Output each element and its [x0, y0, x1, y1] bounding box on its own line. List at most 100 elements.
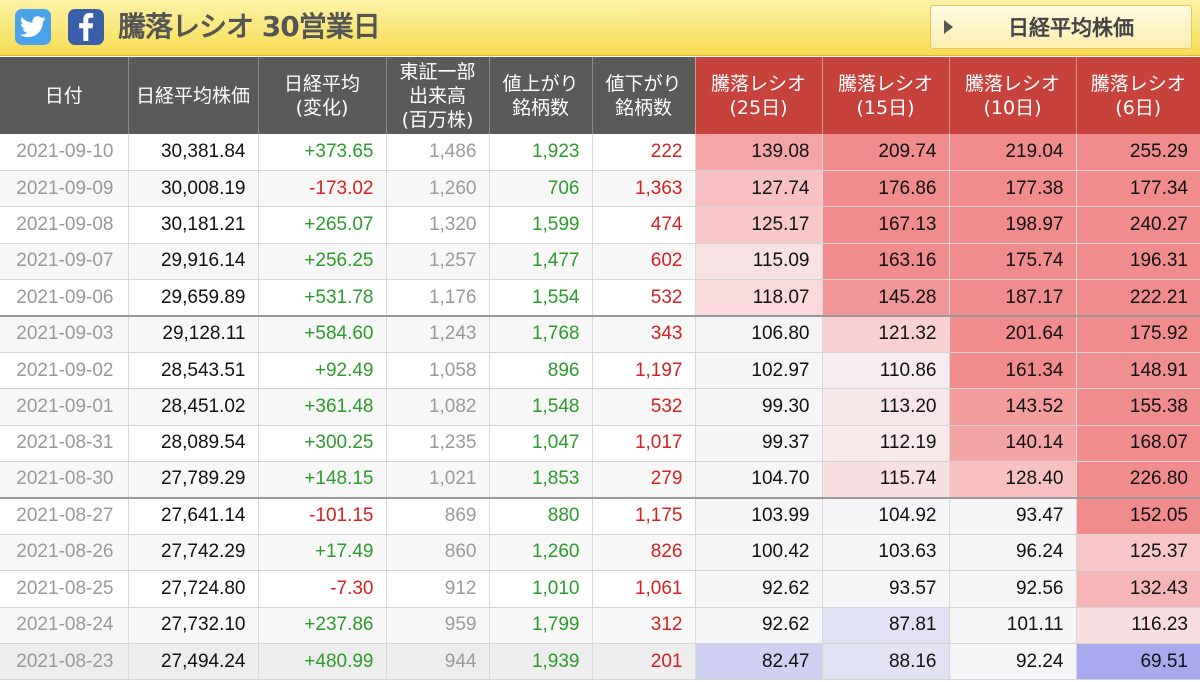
volume-cell: 1,320 [385, 206, 489, 244]
declines-cell: 343 [591, 315, 695, 353]
declines-cell: 1,175 [591, 497, 695, 535]
date-cell: 2021-09-03 [0, 315, 128, 353]
volume-cell: 944 [385, 643, 489, 681]
twitter-share-button[interactable] [15, 9, 51, 45]
nikkei-average-button-label: 日経平均株価 [1008, 16, 1134, 40]
ratio-10-cell: 177.38 [948, 170, 1076, 208]
column-header-ratio-15: 騰落レシオ (15日) [821, 57, 949, 134]
ratio-25-cell: 103.99 [694, 497, 822, 535]
ratio-6-cell: 152.05 [1075, 497, 1200, 535]
ratio-25-cell: 102.97 [694, 352, 822, 390]
volume-cell: 1,058 [385, 352, 489, 390]
change-cell: -173.02 [257, 170, 386, 208]
ratio-10-cell: 92.24 [948, 643, 1076, 681]
ratio-10-cell: 93.47 [948, 497, 1076, 535]
ratio-15-cell: 209.74 [821, 134, 949, 171]
date-cell: 2021-09-10 [0, 134, 128, 171]
change-cell: +237.86 [257, 607, 386, 644]
ratio-10-cell: 161.34 [948, 352, 1076, 390]
table-row: 2021-08-31 28,089.54 +300.25 1,235 1,047 1,01… [0, 425, 1200, 463]
date-cell: 2021-08-25 [0, 570, 128, 608]
ratio-10-cell: 198.97 [948, 206, 1076, 244]
advances-cell: 1,853 [488, 461, 592, 499]
volume-cell: 1,082 [385, 388, 489, 426]
column-header-declines: 値下がり 銘柄数 [591, 57, 695, 134]
ratio-10-cell: 96.24 [948, 534, 1076, 572]
table-row: 2021-09-01 28,451.02 +361.48 1,082 1,548 532 9… [0, 388, 1200, 426]
change-cell: +92.49 [257, 352, 386, 390]
ratio-6-cell: 255.29 [1075, 134, 1200, 171]
advances-cell: 1,768 [488, 315, 592, 353]
date-cell: 2021-09-07 [0, 243, 128, 281]
column-header-date: 日付 [0, 57, 128, 134]
volume-cell: 959 [385, 607, 489, 644]
ratio-25-cell: 99.30 [694, 388, 822, 426]
ratio-15-cell: 93.57 [821, 570, 949, 608]
change-cell: +531.78 [257, 279, 386, 317]
date-cell: 2021-08-23 [0, 643, 128, 681]
table-row: 2021-09-07 29,916.14 +256.25 1,257 1,477 602 1… [0, 243, 1200, 281]
page-title: 騰落レシオ 30営業日 [118, 10, 381, 43]
volume-cell: 1,243 [385, 315, 489, 353]
change-cell: +373.65 [257, 134, 386, 171]
column-header-nikkei: 日経平均株価 [127, 57, 258, 134]
advances-cell: 1,047 [488, 425, 592, 463]
ratio-15-cell: 112.19 [821, 425, 949, 463]
nikkei-cell: 28,089.54 [127, 425, 258, 463]
advances-cell: 1,010 [488, 570, 592, 608]
ratio-25-cell: 99.37 [694, 425, 822, 463]
ratio-6-cell: 240.27 [1075, 206, 1200, 244]
table-row: 2021-08-30 27,789.29 +148.15 1,021 1,853 279 1… [0, 461, 1200, 499]
declines-cell: 602 [591, 243, 695, 281]
ratio-15-cell: 103.63 [821, 534, 949, 572]
table-row: 2021-09-06 29,659.89 +531.78 1,176 1,554 532 1… [0, 279, 1200, 317]
ratio-15-cell: 121.32 [821, 315, 949, 353]
column-header-change: 日経平均 (変化) [257, 57, 386, 134]
facebook-share-button[interactable] [68, 9, 104, 45]
column-header-advances: 値上がり 銘柄数 [488, 57, 592, 134]
ratio-6-cell: 132.43 [1075, 570, 1200, 608]
date-cell: 2021-08-26 [0, 534, 128, 572]
column-header-volume: 東証一部 出来高 (百万株) [385, 57, 489, 134]
advances-cell: 706 [488, 170, 592, 208]
table-row: 2021-08-27 27,641.14 -101.15 869 880 1,175 103… [0, 497, 1200, 535]
ratio-6-cell: 168.07 [1075, 425, 1200, 463]
advances-cell: 1,548 [488, 388, 592, 426]
ratio-6-cell: 148.91 [1075, 352, 1200, 390]
nikkei-cell: 28,543.51 [127, 352, 258, 390]
volume-cell: 1,486 [385, 134, 489, 171]
declines-cell: 532 [591, 279, 695, 317]
declines-cell: 222 [591, 134, 695, 171]
advances-cell: 1,799 [488, 607, 592, 644]
ratio-15-cell: 163.16 [821, 243, 949, 281]
nikkei-cell: 30,181.21 [127, 206, 258, 244]
table-row: 2021-09-09 30,008.19 -173.02 1,260 706 1,363 1… [0, 170, 1200, 208]
change-cell: +265.07 [257, 206, 386, 244]
date-cell: 2021-09-02 [0, 352, 128, 390]
volume-cell: 1,021 [385, 461, 489, 499]
ratio-25-cell: 82.47 [694, 643, 822, 681]
declines-cell: 1,017 [591, 425, 695, 463]
ratio-6-cell: 69.51 [1075, 643, 1200, 681]
nikkei-cell: 27,742.29 [127, 534, 258, 572]
ratio-10-cell: 201.64 [948, 315, 1076, 353]
ratio-6-cell: 177.34 [1075, 170, 1200, 208]
date-cell: 2021-09-01 [0, 388, 128, 426]
ratio-25-cell: 127.74 [694, 170, 822, 208]
declines-cell: 312 [591, 607, 695, 644]
declines-cell: 279 [591, 461, 695, 499]
change-cell: +584.60 [257, 315, 386, 353]
ratio-25-cell: 104.70 [694, 461, 822, 499]
ratio-25-cell: 118.07 [694, 279, 822, 317]
nikkei-cell: 27,732.10 [127, 607, 258, 644]
volume-cell: 1,257 [385, 243, 489, 281]
facebook-icon [79, 13, 94, 41]
date-cell: 2021-08-24 [0, 607, 128, 644]
table-row: 2021-09-10 30,381.84 +373.65 1,486 1,923 222 1… [0, 134, 1200, 171]
ratio-15-cell: 87.81 [821, 607, 949, 644]
declines-cell: 1,363 [591, 170, 695, 208]
change-cell: +480.99 [257, 643, 386, 681]
ratio-10-cell: 101.11 [948, 607, 1076, 644]
nikkei-average-button[interactable]: 日経平均株価 [930, 5, 1192, 49]
change-cell: +17.49 [257, 534, 386, 572]
